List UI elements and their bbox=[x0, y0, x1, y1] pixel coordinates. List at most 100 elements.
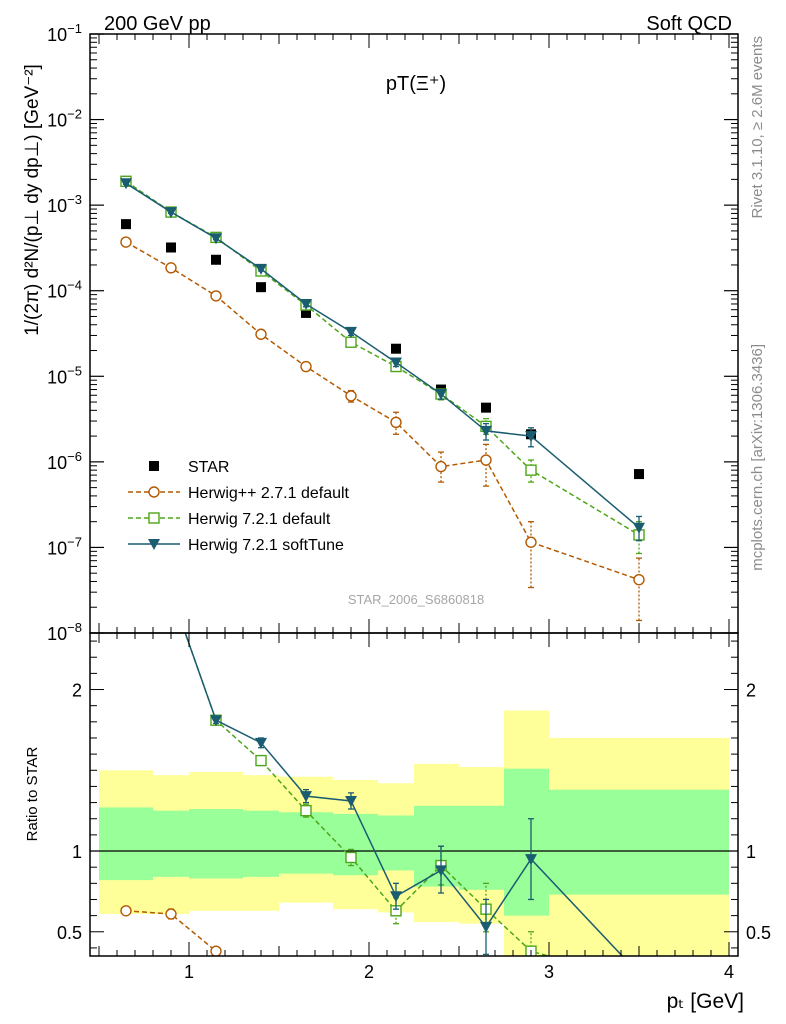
ratio-xtick-label: 3 bbox=[544, 962, 554, 982]
main-point bbox=[165, 207, 177, 219]
legend-marker bbox=[148, 512, 160, 524]
band-green bbox=[549, 789, 729, 895]
band-green bbox=[459, 805, 504, 890]
ratio-point bbox=[390, 891, 402, 903]
ratio-point bbox=[120, 905, 132, 917]
band-green bbox=[153, 810, 189, 877]
band-green bbox=[279, 812, 333, 874]
main-ylabel: 1/(2π) d²N/(p⊥ dy dp⊥) [GeV⁻²] bbox=[22, 64, 43, 336]
main-point bbox=[211, 254, 221, 265]
ratio-point bbox=[345, 851, 357, 864]
main-ytick-label: 10−8 bbox=[47, 620, 82, 644]
legend-label: Herwig++ 2.7.1 default bbox=[188, 485, 350, 502]
ratio-point bbox=[480, 921, 492, 933]
main-point bbox=[391, 343, 401, 354]
main-line-2 bbox=[125, 180, 640, 536]
main-point bbox=[345, 326, 357, 338]
main-point bbox=[345, 390, 357, 402]
main-series-3 bbox=[120, 178, 645, 542]
ratio-point bbox=[166, 588, 176, 598]
band-green bbox=[378, 815, 414, 871]
main-ytick-label: 10−3 bbox=[47, 192, 82, 216]
legend-label: STAR bbox=[188, 459, 229, 476]
ratio-point bbox=[525, 854, 537, 866]
mcplots-label: mcplots.cern.ch [arXiv:1306.3436] bbox=[749, 344, 766, 571]
main-point bbox=[120, 236, 132, 248]
ratio-point bbox=[210, 945, 222, 956]
ratio-point bbox=[255, 754, 267, 767]
ratio-ytick-label-right: 2 bbox=[746, 681, 756, 701]
ratio-ytick-label-right: 0.5 bbox=[746, 923, 771, 943]
ratio-point bbox=[300, 804, 312, 817]
main-point bbox=[300, 298, 312, 310]
ratio-point bbox=[255, 737, 267, 749]
legend: STAR Herwig++ 2.7.1 default Herwig 7.2.1 d… bbox=[128, 459, 350, 554]
main-ytick-label: 10−5 bbox=[47, 363, 82, 387]
main-line-1 bbox=[125, 241, 640, 581]
band-green bbox=[243, 810, 279, 877]
ratio-point bbox=[634, 977, 644, 987]
main-ytick-label: 10−7 bbox=[47, 534, 82, 558]
main-plot: 10−8 10−7 10−6 10−5 10−4 10−3 10−2 10−1 bbox=[47, 21, 739, 644]
ratio-xlabel: pₜ [GeV] bbox=[667, 990, 744, 1013]
main-point bbox=[390, 357, 402, 369]
ratio-line-0 bbox=[125, 910, 217, 952]
ratio-ylabel: Ratio to STAR bbox=[24, 746, 41, 841]
main-point bbox=[120, 178, 132, 190]
main-point bbox=[390, 416, 402, 428]
ratio-xtick-label: 4 bbox=[724, 962, 734, 982]
band-green bbox=[189, 809, 243, 879]
ratio-series-2 bbox=[120, 523, 645, 980]
main-point bbox=[210, 290, 222, 302]
main-point bbox=[435, 389, 447, 401]
ratio-point bbox=[120, 523, 132, 534]
band-green bbox=[414, 805, 459, 887]
main-point bbox=[525, 536, 537, 548]
ratio-frame bbox=[89, 632, 739, 957]
band-green bbox=[504, 768, 549, 916]
main-point bbox=[481, 402, 491, 413]
main-point bbox=[634, 469, 644, 480]
ratio-point bbox=[633, 969, 645, 980]
ratio-point bbox=[210, 715, 222, 727]
main-point bbox=[525, 431, 537, 443]
main-point bbox=[255, 328, 267, 340]
main-ytick-label: 10−2 bbox=[47, 107, 82, 131]
main-point bbox=[480, 425, 492, 437]
rivet-label: Rivet 3.1.10, ≥ 2.6M events bbox=[749, 36, 766, 219]
legend-marker bbox=[148, 486, 160, 498]
ratio-plot: 1 2 3 4 0.5 0.5 1 1 2 2 bbox=[57, 523, 771, 987]
main-point bbox=[256, 282, 266, 293]
ratio-ytick-label: 1 bbox=[72, 842, 82, 862]
main-point bbox=[345, 336, 357, 348]
ratio-point bbox=[345, 795, 357, 807]
main-point bbox=[480, 454, 492, 466]
ratio-ytick-label-right: 1 bbox=[746, 842, 756, 862]
main-point bbox=[210, 233, 222, 245]
legend-marker bbox=[148, 539, 160, 550]
header-right: Soft QCD bbox=[646, 13, 732, 35]
main-point bbox=[525, 464, 537, 476]
ratio-ytick-label: 0.5 bbox=[57, 923, 82, 943]
ratio-point bbox=[435, 865, 447, 877]
band-green bbox=[333, 813, 378, 876]
main-point bbox=[300, 360, 312, 373]
main-point bbox=[166, 242, 176, 253]
main-point bbox=[435, 460, 447, 473]
main-series-1 bbox=[120, 236, 645, 622]
main-point bbox=[633, 573, 645, 586]
main-ytick-label: 10−1 bbox=[47, 21, 82, 45]
main-point bbox=[633, 522, 645, 534]
main-point bbox=[255, 263, 267, 275]
ratio-point bbox=[300, 791, 312, 803]
band-green bbox=[99, 807, 153, 881]
ratio-point bbox=[165, 588, 177, 599]
legend-label: Herwig 7.2.1 softTune bbox=[188, 537, 344, 554]
ratio-ytick-label: 2 bbox=[72, 681, 82, 701]
ratio-bands bbox=[99, 710, 729, 956]
header-left: 200 GeV pp bbox=[104, 13, 211, 35]
ratio-xtick-label: 1 bbox=[184, 962, 194, 982]
main-ytick-label: 10−4 bbox=[47, 278, 82, 302]
legend-marker bbox=[149, 461, 159, 471]
